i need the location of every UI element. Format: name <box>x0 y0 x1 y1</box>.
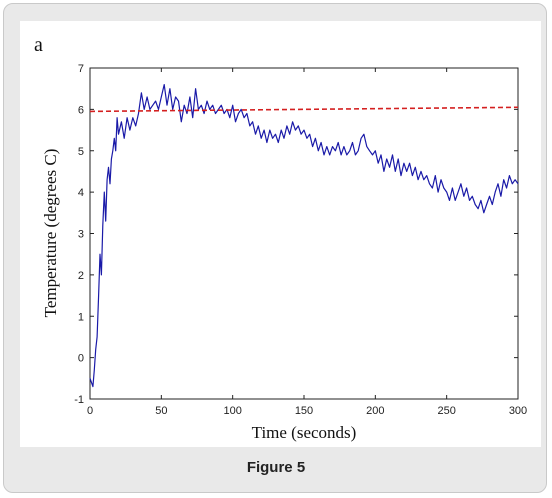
figure-card: a 0 50 100 150 200 250 300 -1 0 1 2 3 4 5 6 7 Time (se… <box>3 3 547 493</box>
x-tick-label: 50 <box>155 405 167 417</box>
panel-label: a <box>34 34 43 56</box>
y-tick-label: 4 <box>78 187 84 199</box>
figure-image-area: a 0 50 100 150 200 250 300 -1 0 1 2 3 4 5 6 7 Time (se… <box>20 21 541 447</box>
x-tick-label: 150 <box>295 405 313 417</box>
x-tick-label: 100 <box>223 405 241 417</box>
y-tick-label: 7 <box>78 63 84 75</box>
x-tick-label: 250 <box>437 405 455 417</box>
y-tick-label: -1 <box>74 394 84 406</box>
y-axis-ticks: -1 0 1 2 3 4 5 6 7 <box>74 63 518 406</box>
y-tick-label: 2 <box>78 270 84 282</box>
temperature-series-line <box>89 83 519 388</box>
y-tick-label: 3 <box>78 229 84 241</box>
x-tick-label: 200 <box>366 405 384 417</box>
y-tick-label: 0 <box>78 353 84 365</box>
y-tick-label: 1 <box>78 311 84 323</box>
plot-frame <box>89 67 519 400</box>
y-tick-label: 5 <box>78 146 84 158</box>
y-axis-label: Temperature (degrees C) <box>41 149 60 318</box>
y-tick-label: 6 <box>78 104 84 116</box>
x-axis-label: Time (seconds) <box>252 423 357 442</box>
series-layer <box>89 83 519 388</box>
figure-caption: Figure 5 <box>246 459 306 476</box>
x-axis-ticks: 0 50 100 150 200 250 300 <box>87 68 527 417</box>
x-tick-label: 0 <box>87 405 93 417</box>
reference-line-series <box>89 106 519 113</box>
x-tick-label: 300 <box>509 405 527 417</box>
